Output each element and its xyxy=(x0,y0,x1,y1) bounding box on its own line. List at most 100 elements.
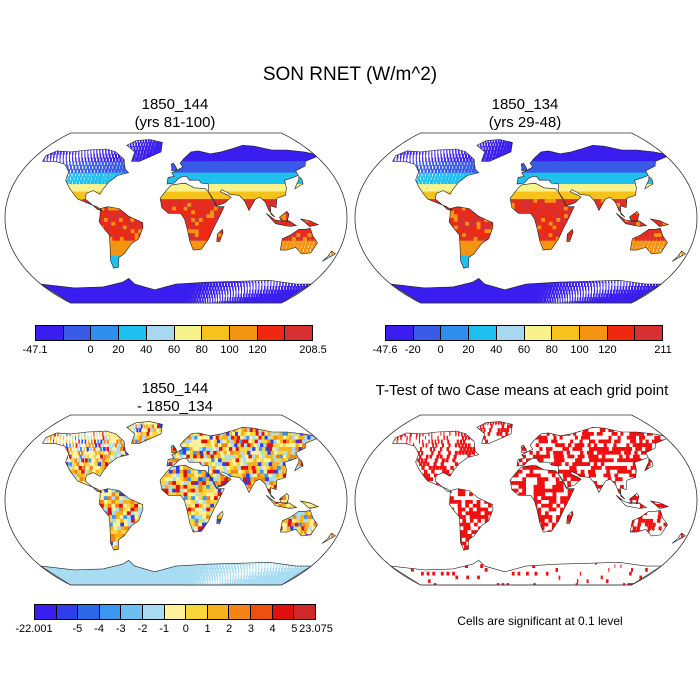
colorbar-swatch xyxy=(496,326,525,340)
coastline xyxy=(294,175,304,190)
coastline xyxy=(98,488,144,551)
colorbar-tick-label: -20 xyxy=(404,344,421,356)
panel-title-bottom-left: 1850_144 - 1850_134 xyxy=(70,380,280,416)
panel-title-line2: - 1850_134 xyxy=(137,398,213,415)
map-panel-bottom-right xyxy=(354,414,698,586)
coastline xyxy=(671,532,687,544)
colorbar-tick-label: 20 xyxy=(112,344,125,356)
colorbar-swatch xyxy=(207,605,230,619)
panel-title-line1: 1850_144 xyxy=(141,96,209,113)
coastline xyxy=(265,213,298,227)
panel-title-top-left: 1850_144 (yrs 81-100) xyxy=(70,96,280,132)
coastline xyxy=(126,421,163,444)
coastline xyxy=(629,228,668,255)
coastline xyxy=(644,457,654,472)
colorbar-swatch xyxy=(174,326,203,340)
coastline xyxy=(294,457,304,472)
colorbar-swatch xyxy=(121,605,144,619)
coastline xyxy=(321,250,337,262)
coastline xyxy=(159,182,225,251)
colorbar-swatch xyxy=(229,326,258,340)
colorbar-swatch xyxy=(413,326,442,340)
colorbar-tick-label: 80 xyxy=(545,344,558,356)
colorbar-tick-label: -3 xyxy=(115,623,126,635)
map-border xyxy=(354,132,698,304)
colorbar-tick-label: 40 xyxy=(140,344,153,356)
colorbar-swatch xyxy=(143,605,165,619)
coastline xyxy=(321,532,337,544)
map-panel-bottom-left xyxy=(4,414,348,586)
coastline xyxy=(392,430,480,493)
coastline xyxy=(42,148,130,211)
figure-title: SON RNET (W/m^2) xyxy=(262,64,438,85)
coastline xyxy=(279,510,318,537)
colorbar-tick-label: 211 xyxy=(654,344,672,356)
colorbar-swatch xyxy=(635,326,663,340)
colorbar-tick-label: 100 xyxy=(570,344,589,356)
colorbar-swatch xyxy=(441,326,470,340)
colorbar-tick-label: 120 xyxy=(248,344,267,356)
coastline xyxy=(166,426,318,500)
map-border xyxy=(354,414,698,586)
coastline xyxy=(390,560,663,586)
coastline xyxy=(300,218,320,227)
colorbar-swatch xyxy=(63,326,92,340)
colorbar-tick-label: -1 xyxy=(159,623,170,635)
colorbar-tick-label: 60 xyxy=(517,344,531,356)
coastline xyxy=(166,144,318,218)
coastline xyxy=(629,492,640,505)
colorbar-tick-label: 120 xyxy=(598,344,617,356)
coastline xyxy=(216,510,224,524)
colorbar-tick-label: 208.5 xyxy=(299,344,327,356)
colorbar-tick-label: 1 xyxy=(204,623,211,635)
coastline xyxy=(448,488,494,551)
colorbar-swatch xyxy=(119,326,147,340)
colorbar-swatch xyxy=(36,326,64,340)
coastline xyxy=(159,464,225,533)
coastline xyxy=(40,278,313,304)
coastline xyxy=(629,210,640,223)
colorbar-swatch xyxy=(257,326,286,340)
coastline xyxy=(476,139,513,162)
colorbar-swatch xyxy=(202,326,230,340)
coastline xyxy=(650,218,670,227)
coastline xyxy=(265,495,298,509)
colorbar-tick-label: 0 xyxy=(437,344,444,356)
map-panel-top-right xyxy=(354,132,698,304)
coastline xyxy=(476,421,513,444)
coastline xyxy=(216,228,224,242)
map-border xyxy=(4,132,348,304)
colorbar-swatch xyxy=(552,326,580,340)
coastline xyxy=(509,464,575,533)
colorbar-swatch xyxy=(524,326,553,340)
colorbar-tick-label: 4 xyxy=(269,623,276,635)
colorbar-swatch xyxy=(386,326,414,340)
coastline xyxy=(520,162,528,172)
colorbar-tick-label: -2 xyxy=(137,623,148,635)
significance-note: Cells are significant at 0.1 level xyxy=(457,614,623,628)
panel-title-top-right: 1850_134 (yrs 29-48) xyxy=(420,96,630,132)
colorbar-tick-label: 100 xyxy=(220,344,239,356)
colorbar-swatch xyxy=(99,605,122,619)
panel-title-line2: (yrs 81-100) xyxy=(134,114,216,131)
colorbar-tick-label: 5 xyxy=(291,623,298,635)
coastline xyxy=(126,139,163,162)
colorbar-tick-label: 3 xyxy=(247,623,254,635)
colorbar-top-right xyxy=(385,325,663,341)
colorbar-tick-label: 20 xyxy=(462,344,475,356)
colorbar-swatch xyxy=(164,605,187,619)
colorbar-tick-label: 2 xyxy=(226,623,233,635)
colorbar-swatch xyxy=(186,605,208,619)
panel-title-line2: (yrs 29-48) xyxy=(488,114,562,131)
colorbar-bottom-left xyxy=(34,604,316,620)
coastline xyxy=(566,228,574,242)
colorbar-swatch xyxy=(294,605,315,619)
colorbar-swatch xyxy=(56,605,79,619)
colorbar-tick-label: -47.1 xyxy=(22,344,48,356)
coastline xyxy=(615,495,648,509)
coastline xyxy=(509,182,575,251)
colorbar-tick-label: 60 xyxy=(167,344,181,356)
colorbar-swatch xyxy=(35,605,57,619)
colorbar-tick-label: 0 xyxy=(87,344,94,356)
